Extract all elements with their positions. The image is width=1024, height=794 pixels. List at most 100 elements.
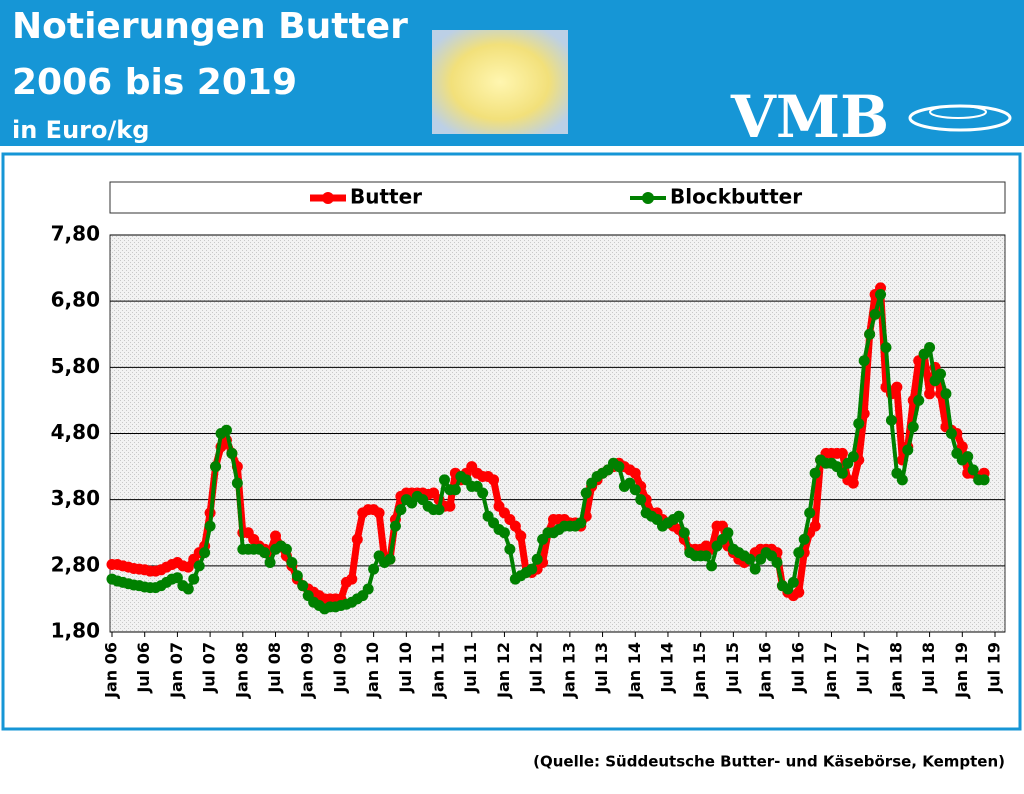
data-point bbox=[771, 557, 783, 569]
data-point bbox=[962, 451, 974, 463]
data-point bbox=[902, 444, 914, 456]
data-point bbox=[913, 394, 925, 406]
logo-mark bbox=[929, 105, 987, 119]
data-point bbox=[444, 500, 456, 512]
data-point bbox=[853, 418, 865, 430]
data-point bbox=[270, 530, 282, 542]
x-tick-label: Jul 14 bbox=[657, 642, 676, 694]
data-point bbox=[809, 467, 821, 479]
x-tick-label: Jul 07 bbox=[200, 642, 219, 694]
legend-marker bbox=[642, 192, 654, 204]
x-tick-label: Jan 16 bbox=[756, 642, 775, 699]
data-point bbox=[575, 517, 587, 529]
data-point bbox=[188, 573, 200, 585]
data-point bbox=[526, 563, 538, 575]
data-point bbox=[346, 573, 358, 585]
data-point bbox=[531, 553, 543, 565]
x-tick-label: Jan 11 bbox=[429, 642, 448, 699]
data-point bbox=[488, 474, 500, 486]
x-tick-label: Jan 06 bbox=[102, 642, 121, 699]
data-point bbox=[678, 527, 690, 539]
series bbox=[106, 289, 990, 615]
data-point bbox=[210, 461, 222, 473]
data-point bbox=[924, 341, 936, 353]
legend-box bbox=[109, 181, 1006, 214]
data-point bbox=[749, 563, 761, 575]
legend-label: Blockbutter bbox=[670, 185, 802, 209]
y-tick-label: 4,80 bbox=[51, 420, 100, 444]
x-tick-label: Jan 09 bbox=[298, 642, 317, 699]
data-point bbox=[182, 561, 194, 573]
data-point bbox=[297, 580, 309, 592]
data-point bbox=[438, 474, 450, 486]
legend-marker bbox=[322, 192, 334, 204]
data-point bbox=[967, 464, 979, 476]
x-tick-label: Jan 10 bbox=[363, 642, 382, 699]
x-tick-label: Jan 13 bbox=[559, 642, 578, 699]
data-point bbox=[978, 474, 990, 486]
x-tick-label: Jan 15 bbox=[690, 642, 709, 699]
y-tick-label: 6,80 bbox=[51, 288, 100, 312]
butter-image bbox=[432, 30, 568, 134]
data-point bbox=[204, 520, 216, 532]
data-point bbox=[291, 570, 303, 582]
data-point bbox=[875, 289, 887, 301]
x-tick-label: Jul 10 bbox=[396, 642, 415, 694]
data-point bbox=[793, 586, 805, 598]
data-point bbox=[351, 533, 363, 545]
x-tick-label: Jan 08 bbox=[232, 642, 251, 699]
data-point bbox=[509, 520, 521, 532]
data-point bbox=[700, 550, 712, 562]
data-point bbox=[869, 308, 881, 320]
x-tick-label: Jan 19 bbox=[952, 642, 971, 699]
y-tick-label: 1,80 bbox=[51, 619, 100, 643]
data-point bbox=[477, 487, 489, 499]
data-point bbox=[395, 504, 407, 516]
data-point bbox=[231, 477, 243, 489]
unit: in Euro/kg bbox=[12, 116, 149, 144]
x-tick-label: Jul 15 bbox=[723, 642, 742, 694]
x-tick-label: Jan 12 bbox=[494, 642, 513, 699]
logo: VMB bbox=[730, 83, 889, 151]
data-point bbox=[836, 447, 848, 459]
data-point bbox=[193, 560, 205, 572]
x-tick-label: Jul 12 bbox=[527, 642, 546, 694]
x-tick-label: Jul 09 bbox=[330, 642, 349, 694]
data-point bbox=[226, 447, 238, 459]
x-tick-label: Jul 08 bbox=[265, 642, 284, 694]
data-point bbox=[793, 547, 805, 559]
y-tick-label: 5,80 bbox=[51, 354, 100, 378]
data-point bbox=[940, 388, 952, 400]
x-tick-label: Jul 19 bbox=[985, 642, 1004, 694]
x-tick-label: Jan 18 bbox=[886, 642, 905, 699]
data-point bbox=[924, 388, 936, 400]
data-point bbox=[896, 474, 908, 486]
data-point bbox=[286, 557, 298, 569]
x-tick-label: Jul 13 bbox=[592, 642, 611, 694]
data-point bbox=[744, 553, 756, 565]
legend-label: Butter bbox=[350, 185, 422, 209]
data-point bbox=[449, 484, 461, 496]
x-tick-label: Jan 07 bbox=[167, 642, 186, 699]
x-tick-label: Jul 17 bbox=[854, 642, 873, 694]
data-point bbox=[498, 527, 510, 539]
data-point bbox=[885, 414, 897, 426]
data-point bbox=[706, 560, 718, 572]
data-point bbox=[798, 533, 810, 545]
data-point bbox=[804, 507, 816, 519]
data-point bbox=[945, 428, 957, 439]
data-point bbox=[264, 557, 276, 569]
source: (Quelle: Süddeutsche Butter- und Käsebör… bbox=[533, 753, 1005, 771]
data-point bbox=[220, 424, 232, 436]
x-tick-label: Jul 11 bbox=[461, 642, 480, 694]
x-tick-label: Jul 18 bbox=[919, 642, 938, 694]
data-point bbox=[433, 504, 445, 516]
data-point bbox=[858, 355, 870, 367]
y-tick-label: 7,80 bbox=[51, 222, 100, 246]
data-point bbox=[836, 467, 848, 479]
data-point bbox=[673, 510, 685, 522]
data-point bbox=[847, 451, 859, 463]
data-point bbox=[613, 461, 625, 473]
data-point bbox=[809, 520, 821, 532]
